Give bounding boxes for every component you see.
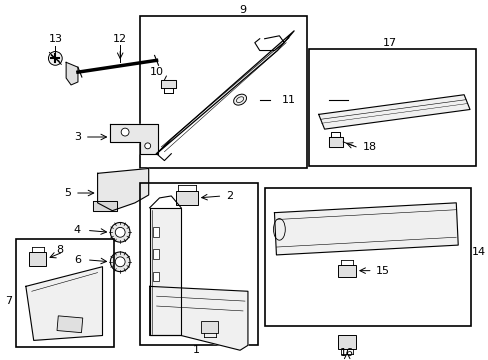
Circle shape: [48, 51, 62, 65]
Text: 17: 17: [382, 38, 396, 48]
Bar: [16, 239, 114, 347]
Text: 8: 8: [56, 245, 63, 255]
Polygon shape: [274, 203, 457, 255]
Text: 10: 10: [149, 67, 163, 77]
Polygon shape: [318, 95, 469, 129]
Bar: [140, 183, 257, 345]
Polygon shape: [110, 124, 157, 154]
Text: 2: 2: [226, 191, 233, 201]
Polygon shape: [328, 137, 343, 147]
Circle shape: [115, 228, 125, 237]
Bar: [152, 228, 158, 237]
Polygon shape: [66, 62, 78, 85]
Text: 15: 15: [375, 266, 389, 276]
Bar: [308, 49, 475, 166]
Bar: [176, 191, 198, 205]
Text: 9: 9: [239, 5, 246, 15]
Polygon shape: [98, 168, 148, 211]
Bar: [57, 316, 82, 333]
Polygon shape: [93, 201, 117, 211]
Polygon shape: [161, 80, 176, 88]
Text: 7: 7: [5, 296, 12, 306]
Text: 16: 16: [340, 348, 353, 358]
Bar: [201, 321, 218, 333]
Text: 4: 4: [74, 225, 81, 235]
Bar: [152, 272, 158, 282]
Bar: [338, 336, 355, 349]
Text: 3: 3: [74, 132, 81, 142]
Polygon shape: [156, 31, 293, 154]
Bar: [152, 316, 158, 326]
Text: 12: 12: [113, 34, 127, 44]
Text: 5: 5: [64, 188, 71, 198]
Text: 18: 18: [362, 142, 376, 152]
Text: 11: 11: [281, 95, 295, 105]
Circle shape: [121, 128, 129, 136]
Bar: [140, 16, 306, 168]
Text: 6: 6: [74, 255, 81, 265]
Polygon shape: [149, 286, 247, 350]
Circle shape: [115, 257, 125, 267]
Circle shape: [110, 222, 130, 242]
Bar: [152, 249, 158, 259]
Bar: [29, 252, 46, 266]
Bar: [338, 265, 355, 276]
Bar: [264, 188, 470, 326]
Ellipse shape: [233, 94, 246, 105]
Text: 14: 14: [470, 247, 485, 257]
Text: 1: 1: [192, 345, 199, 355]
Text: 13: 13: [48, 34, 62, 44]
Polygon shape: [26, 267, 102, 341]
Circle shape: [144, 143, 150, 149]
Polygon shape: [149, 208, 181, 336]
Circle shape: [110, 252, 130, 272]
